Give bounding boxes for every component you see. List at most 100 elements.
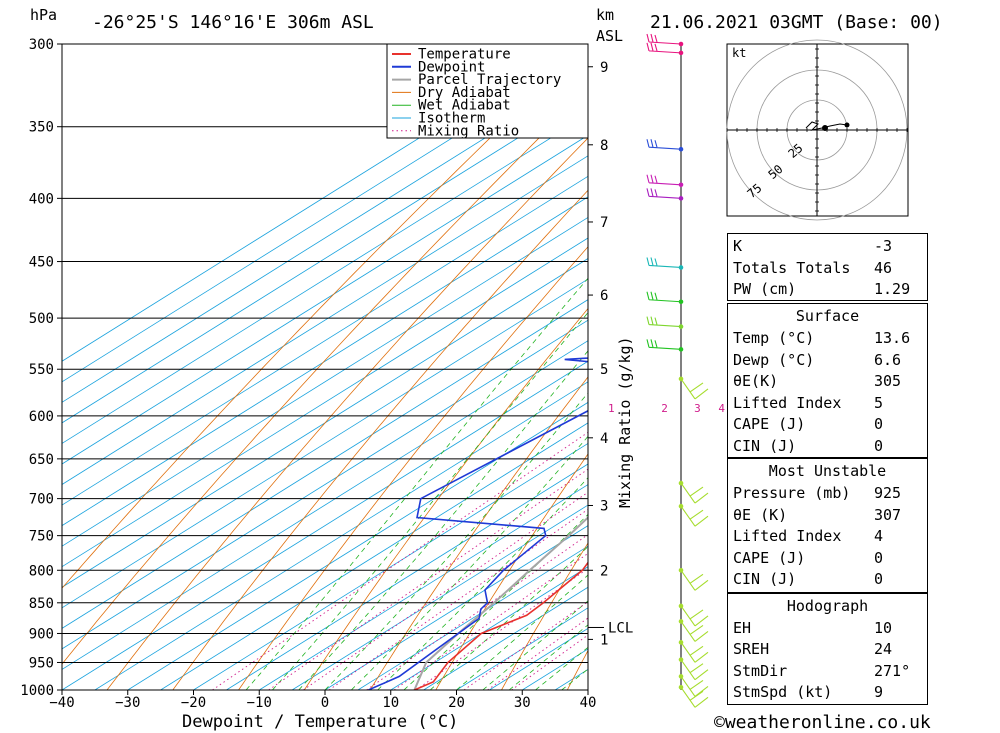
isotherm-line [62,44,570,362]
mu-pressure-label: Pressure (mb) [733,484,851,502]
km-unit-label: km [596,6,614,24]
height-tick-label: 3 [600,499,608,515]
wind-barb-shaft [646,139,682,150]
totals-totals-value: 46 [874,259,893,277]
surface-temp-label: Temp (°C) [733,329,815,347]
mixing-ratio-line [268,468,588,690]
mixing-ratio-line [487,617,588,690]
wind-barb [646,257,682,269]
dry-adiabat-line [62,44,588,589]
temperature-axis: −40 −30 −20 −10 0 10 20 30 40 [49,690,596,711]
isotherm-line [291,504,588,690]
isotherm-line [62,319,588,650]
stmdir-label: StmDir [733,662,788,680]
legend-entry: Mixing Ratio [418,123,519,139]
mu-cape-value: 0 [874,549,884,567]
pressure-tick-label: 350 [29,120,54,136]
wind-barb-shaft [680,378,709,400]
isotherm-line [62,360,588,690]
wind-barb [680,686,709,708]
surface-cape-label: CAPE (J) [733,415,806,433]
isotherm-line [62,52,588,383]
hodograph-storm-marker [822,125,828,131]
pressure-tick-label: 450 [29,255,54,271]
hodograph-trace [805,121,848,131]
mu-cape-label: CAPE (J) [733,549,806,567]
wet-adiabat-line [482,600,588,690]
isotherm-line [226,463,588,690]
temperature-tick-label: 0 [321,695,329,711]
surface-theta-label: θE(K) [733,372,779,390]
datetime-title: 21.06.2021 03GMT (Base: 00) [650,12,943,33]
pressure-tick-label: 550 [29,362,54,378]
wind-barb-shaft [646,33,682,45]
hodograph-stats-title: Hodograph [786,597,869,615]
dry-adiabat-line [435,453,588,690]
hodograph-end-marker [844,122,850,128]
dry-adiabat-line [62,88,588,665]
lcl-label: LCL [608,621,633,637]
isotherm-line [62,237,588,568]
mixing-ratio-line [511,634,588,690]
most-unstable-title: Most Unstable [768,462,887,480]
wind-barb [680,605,709,627]
mu-theta-value: 307 [874,506,902,524]
wind-barb [680,642,709,663]
wind-barb [680,569,709,591]
stmspd-value: 9 [874,683,884,701]
isotherm-line [390,566,588,690]
wind-barbs [646,33,709,708]
wind-barb-shaft [646,316,682,328]
height-tick-label: 2 [600,563,608,579]
dry-adiabat-line [954,44,1000,716]
legend-box [386,43,589,139]
wind-barb [646,339,682,350]
temperature-tick-label: 20 [448,695,465,711]
isotherm-line [62,155,588,485]
mixing-ratio-line [393,552,588,690]
height-tick-label: 6 [600,288,608,304]
wind-barb-shaft [646,257,682,269]
isotherm-line [62,93,588,424]
x-axis-label: Dewpoint / Temperature (°C) [182,712,458,732]
k-index-label: K [733,237,743,255]
isotherm-line [62,134,588,465]
isotherm-line [160,422,588,690]
pressure-tick-label: 700 [29,492,54,508]
isotherm-line [127,401,588,690]
eh-label: EH [733,619,752,637]
surface-li-label: Lifted Index [733,394,842,412]
wind-barb-shaft [680,569,709,591]
dewpoint-line [368,357,588,690]
pressure-axis: 300 350 400 450 500 550 600 650 700 750 800 850 900 9… [20,37,62,699]
isotherm-line [62,340,588,670]
mu-theta-label: θE (K) [733,506,788,524]
wind-barb [680,482,709,504]
hodograph-stats-panel: Hodograph EH 10 SREH 24 StmDir 271° StmSpd … [727,593,928,705]
legend-entry: Dry Adiabat [418,85,511,101]
wind-barb [646,42,682,54]
pw-value: 1.29 [874,280,911,298]
height-tick-label: 5 [600,362,608,378]
isotherm-line [94,381,588,690]
height-tick-label: 4 [600,431,608,447]
wind-barb-shaft [646,42,682,54]
mixing-ratio-axis-label: Mixing Ratio (g/kg) [616,336,634,508]
height-tick-label: 8 [600,138,608,154]
isotherm-lines [62,44,588,690]
copyright-footer: ©weatheronline.co.uk [714,712,931,733]
mu-cin-label: CIN (J) [733,570,797,588]
wind-barb-shaft [646,291,682,303]
legend-entry: Isotherm [418,111,485,127]
wind-barb [680,621,709,642]
wind-barb [646,316,682,328]
isotherm-line [357,545,588,690]
temperature-tick-label: −40 [49,695,74,711]
wind-barb [646,188,682,199]
temperature-tick-label: 40 [580,695,597,711]
pressure-tick-label: 300 [29,37,54,53]
pressure-tick-label: 900 [29,627,54,643]
wind-barb-shaft [680,686,709,708]
dry-adiabat-lines [62,44,1000,716]
